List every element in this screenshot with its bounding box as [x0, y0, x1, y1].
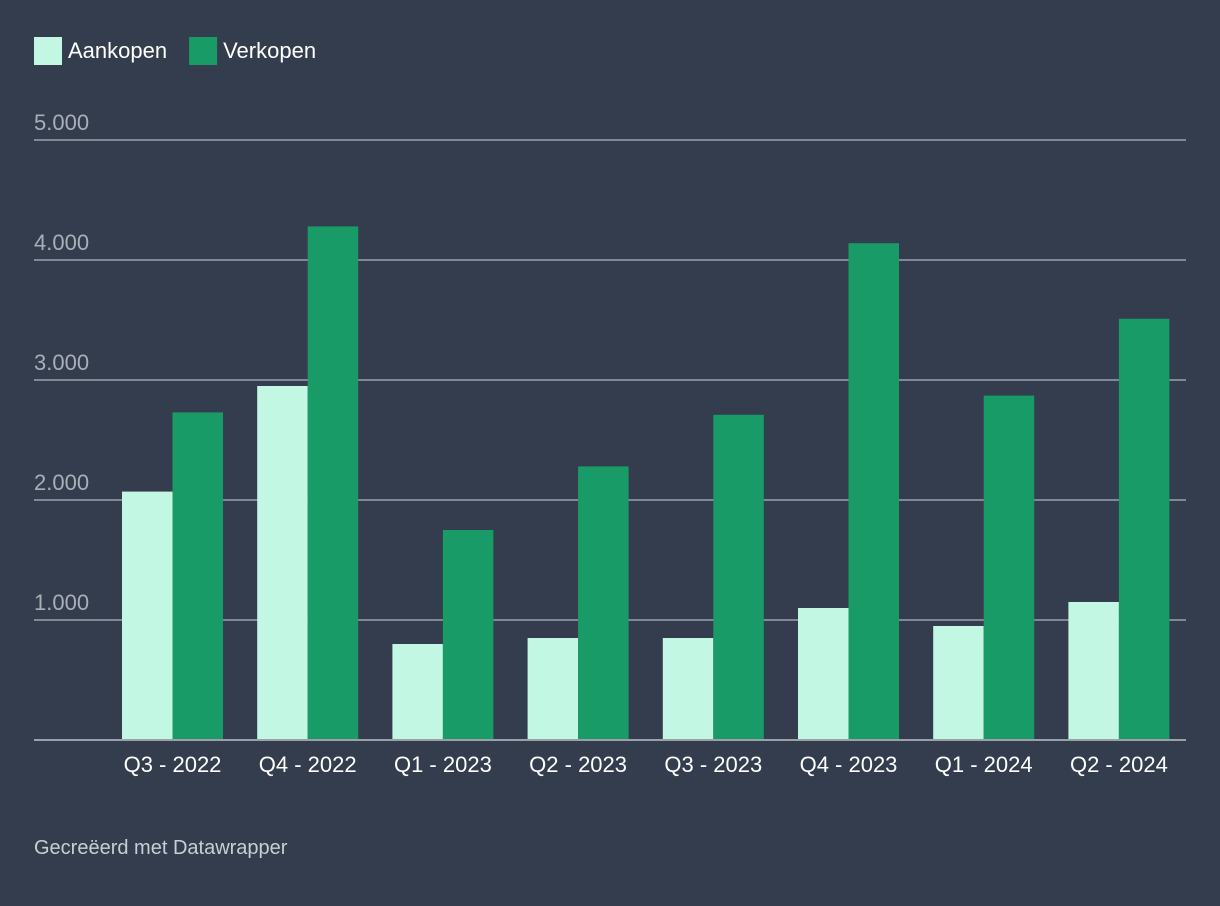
bar-verkopen — [1118, 318, 1170, 740]
bar-verkopen — [578, 466, 629, 740]
bar-aankopen — [392, 644, 443, 740]
y-tick-label: 2.000 — [34, 470, 89, 495]
bar-aankopen — [257, 386, 308, 740]
legend-swatch-aankopen — [34, 37, 62, 65]
bar-aankopen — [527, 638, 579, 740]
x-tick-label: Q1 - 2023 — [394, 752, 492, 777]
x-tick-label: Q2 - 2023 — [529, 752, 627, 777]
bar-verkopen — [172, 412, 223, 740]
x-tick-label: Q3 - 2022 — [124, 752, 222, 777]
bar-aankopen — [122, 491, 173, 740]
legend-label-verkopen: Verkopen — [223, 38, 316, 63]
y-tick-label: 4.000 — [34, 230, 89, 255]
x-axis-labels: Q3 - 2022 Q4 - 2022 Q1 - 2023 Q2 - 2023 Q3 -… — [124, 752, 1168, 777]
bar-verkopen — [307, 226, 359, 740]
legend-label-aankopen: Aankopen — [68, 38, 167, 63]
y-tick-label: 1.000 — [34, 590, 89, 615]
y-tick-label: 5.000 — [34, 110, 89, 135]
bar-aankopen — [933, 626, 984, 740]
bar-aankopen — [662, 638, 714, 740]
x-tick-label: Q1 - 2024 — [935, 752, 1033, 777]
x-tick-label: Q3 - 2023 — [664, 752, 762, 777]
footer-credit: Gecreëerd met Datawrapper — [34, 837, 288, 859]
x-tick-label: Q4 - 2023 — [800, 752, 898, 777]
x-tick-label: Q2 - 2024 — [1070, 752, 1168, 777]
legend-swatch-verkopen — [189, 37, 218, 65]
bar-verkopen — [713, 414, 764, 740]
bar-verkopen — [983, 395, 1035, 740]
legend: Aankopen Verkopen — [34, 37, 316, 65]
bar-aankopen — [1068, 602, 1119, 740]
bar-verkopen — [442, 530, 494, 740]
bars — [34, 226, 1186, 741]
bar-verkopen — [848, 243, 899, 740]
y-tick-label: 3.000 — [34, 350, 89, 375]
bar-aankopen — [798, 608, 849, 740]
x-tick-label: Q4 - 2022 — [259, 752, 357, 777]
